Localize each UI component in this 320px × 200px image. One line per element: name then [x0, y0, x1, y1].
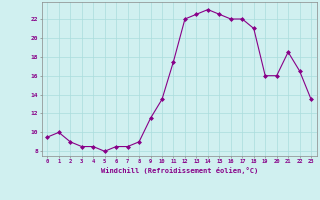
X-axis label: Windchill (Refroidissement éolien,°C): Windchill (Refroidissement éolien,°C) — [100, 167, 258, 174]
